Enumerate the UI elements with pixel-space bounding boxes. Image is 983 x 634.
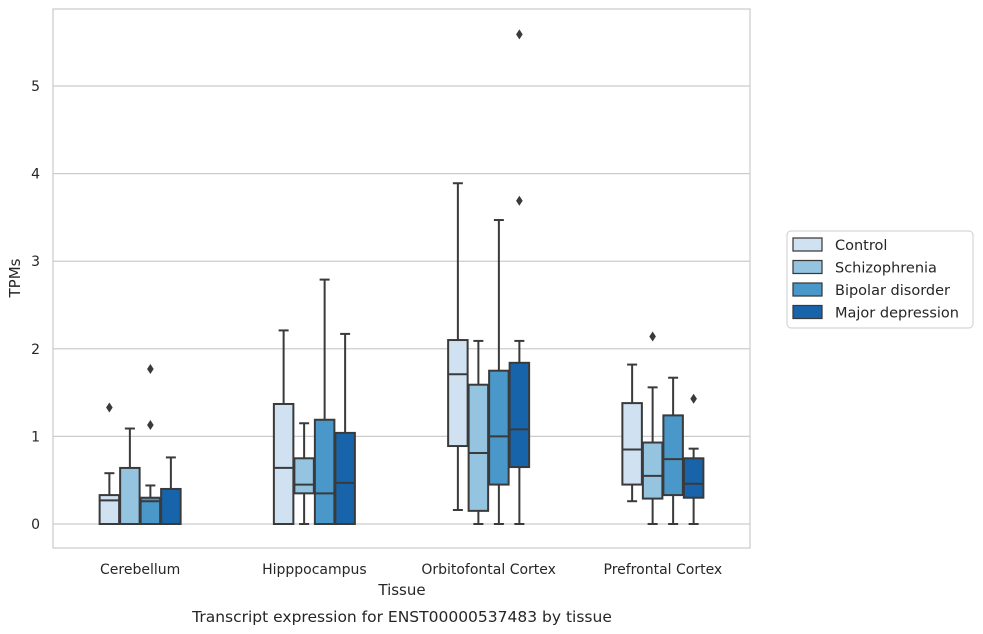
box-schizophrenia [119, 427, 141, 526]
legend-item: Control [792, 237, 887, 254]
y-axis-label: TPMs [6, 258, 24, 298]
legend-swatch [792, 237, 823, 252]
legend-swatch [792, 282, 823, 297]
box-iqr [272, 402, 295, 526]
legend-swatch [792, 259, 823, 275]
outlier-point [106, 402, 113, 413]
box-bipolar-disorder [662, 376, 684, 525]
x-axis-label: Tissue [377, 581, 425, 599]
legend-label: Bipolar disorder [835, 283, 950, 299]
box-iqr [662, 414, 684, 497]
box-iqr [160, 487, 182, 525]
box-iqr [488, 369, 510, 486]
box-schizophrenia [641, 331, 664, 525]
legend-label: Control [835, 238, 887, 254]
x-tick-label: Orbitofontal Cortex [421, 562, 556, 578]
y-tick-label: 2 [31, 342, 40, 358]
box-iqr [508, 361, 531, 469]
box-major-depression [334, 332, 356, 525]
outlier-point [516, 195, 523, 206]
box-iqr [682, 457, 705, 499]
y-tick-labels: 0 1 2 3 4 5 [31, 79, 40, 533]
legend-label: Major depression [835, 306, 959, 322]
box-iqr [641, 441, 664, 500]
y-tick-label: 4 [31, 167, 40, 183]
box-iqr [293, 457, 315, 495]
outlier-point [147, 363, 154, 374]
legend-swatch [792, 304, 823, 320]
box-iqr [119, 466, 141, 526]
legend: Control Schizophrenia Bipolar disorder Majo… [786, 230, 974, 329]
legend-items: Control Schizophrenia Bipolar disorder Majo… [792, 237, 959, 322]
box-major-depression [508, 29, 531, 525]
outlier-point [690, 393, 697, 404]
x-tick-labels: Cerebellum Hipppocampus Orbitofontal Corte… [100, 562, 722, 578]
box-iqr [621, 402, 643, 486]
legend-item: Bipolar disorder [792, 282, 950, 299]
legend-item: Major depression [792, 304, 959, 322]
box-iqr [467, 383, 490, 512]
x-tick-label: Prefrontal Cortex [604, 562, 723, 578]
outlier-point [649, 331, 656, 342]
box-major-depression [682, 393, 705, 525]
legend-item: Schizophrenia [792, 259, 937, 277]
box-iqr [447, 339, 469, 448]
outlier-point [516, 29, 523, 40]
y-tick-label: 0 [31, 517, 40, 533]
boxes [98, 29, 705, 526]
chart-caption: Transcript expression for ENST0000053748… [191, 608, 612, 626]
box-iqr [334, 431, 356, 525]
x-tick-label: Cerebellum [100, 562, 180, 578]
box-major-depression [160, 456, 182, 525]
legend-frame [786, 230, 974, 329]
outlier-point [147, 420, 154, 431]
box-control [98, 402, 121, 526]
legend-label: Schizophrenia [835, 261, 937, 277]
box-control [447, 182, 469, 511]
box-iqr [313, 418, 336, 526]
x-tick-label: Hipppocampus [262, 562, 367, 578]
y-tick-label: 1 [31, 429, 40, 445]
y-tick-label: 5 [31, 79, 40, 95]
y-tick-label: 3 [31, 254, 40, 270]
plot-frame [52, 8, 751, 549]
